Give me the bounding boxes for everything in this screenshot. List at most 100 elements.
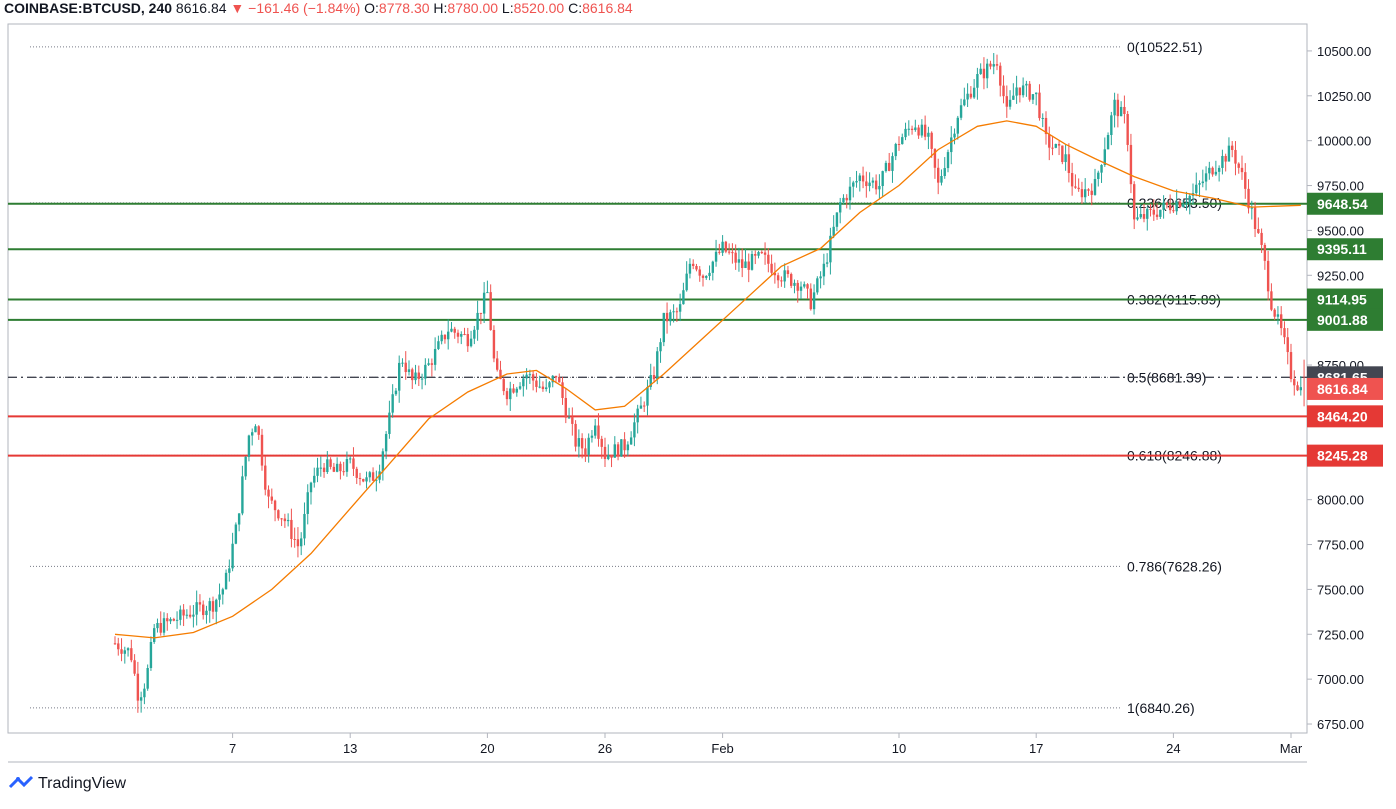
candle-up (414, 372, 417, 381)
candle-down (1293, 379, 1296, 386)
candle-up (156, 622, 159, 629)
candle-up (1084, 189, 1087, 198)
candle-down (541, 386, 545, 390)
candle-down (1051, 147, 1054, 149)
candle-down (1273, 309, 1276, 317)
candle-up (669, 312, 672, 322)
candle-up (179, 609, 182, 620)
candle-up (1139, 214, 1142, 218)
level-price-label: 8245.28 (1317, 448, 1368, 464)
candle-down (1237, 163, 1240, 168)
candle-up (244, 456, 247, 477)
candle-down (273, 500, 277, 511)
candle-down (1038, 92, 1041, 119)
candle-down (558, 377, 561, 383)
candle-up (1097, 172, 1100, 179)
candle-up (737, 259, 741, 263)
candle-down (933, 148, 937, 168)
candle-up (953, 133, 956, 138)
candle-up (685, 273, 688, 291)
candle-down (571, 417, 574, 424)
candle-down (718, 251, 721, 253)
candle-up (750, 254, 754, 270)
open-value: 8778.30 (378, 0, 430, 16)
candle-up (950, 137, 953, 153)
candle-down (554, 375, 558, 378)
candle-up (920, 124, 924, 136)
candle-up (594, 425, 597, 436)
tradingview-logo[interactable]: TradingView (8, 775, 126, 793)
y-tick-label: 9250.00 (1317, 268, 1364, 283)
candle-up (636, 408, 639, 423)
y-tick-label: 10000.00 (1317, 134, 1371, 149)
candle-up (175, 619, 179, 621)
candle-up (714, 251, 718, 262)
candle-up (927, 132, 930, 137)
candle-up (469, 338, 473, 347)
candle-up (218, 594, 221, 600)
candle-up (659, 342, 662, 352)
candle-up (871, 180, 875, 183)
candle-up (590, 435, 594, 438)
candle-up (672, 311, 675, 313)
candle-down (760, 252, 763, 254)
candle-up (460, 334, 463, 337)
candle-down (267, 489, 270, 497)
candle-down (1270, 291, 1273, 310)
candle-up (1276, 314, 1280, 317)
candle-down (989, 63, 992, 67)
candle-up (391, 394, 394, 413)
candle-up (528, 374, 532, 376)
candle-down (1260, 232, 1263, 245)
candle-up (757, 252, 760, 256)
candle-down (512, 388, 515, 393)
candle-down (342, 471, 345, 473)
candle-up (721, 241, 724, 253)
candle-up (303, 513, 306, 539)
candle-down (1116, 99, 1120, 117)
candle-down (166, 618, 169, 622)
candle-down (1247, 188, 1250, 209)
open-label: O: (364, 0, 379, 16)
low-label: L: (501, 0, 514, 16)
candle-down (411, 369, 414, 381)
candle-up (169, 618, 172, 622)
candle-down (724, 241, 728, 252)
candle-up (848, 186, 852, 201)
candle-down (1005, 96, 1008, 107)
y-tick-label: 7500.00 (1317, 582, 1364, 597)
y-tick-label: 10500.00 (1317, 44, 1371, 59)
candle-down (133, 660, 136, 674)
candle-down (531, 374, 535, 381)
y-tick-label: 8000.00 (1317, 493, 1364, 508)
candle-up (381, 451, 385, 472)
y-tick-label: 7000.00 (1317, 672, 1364, 687)
candle-down (574, 423, 577, 447)
x-tick-label: 20 (480, 741, 494, 756)
candle-up (907, 128, 910, 130)
candle-up (1041, 117, 1044, 119)
fib-level-label: 0.786(7628.26) (1127, 558, 1222, 574)
candle-down (358, 477, 362, 480)
candle-down (1133, 184, 1136, 220)
candle-up (407, 369, 411, 373)
x-tick-label: 7 (229, 741, 236, 756)
candle-up (247, 435, 251, 457)
candle-down (1172, 210, 1175, 212)
candle-up (992, 64, 995, 67)
candle-down (355, 468, 358, 478)
close-value: 8616.84 (582, 0, 633, 16)
candle-up (515, 388, 518, 393)
level-price-tag (1307, 405, 1383, 428)
candle-up (420, 378, 424, 380)
candle-up (509, 388, 512, 400)
candle-up (1214, 171, 1218, 175)
candle-up (986, 63, 989, 79)
candle-down (923, 124, 927, 137)
candle-down (1129, 144, 1133, 185)
candle-up (1106, 134, 1110, 150)
candle-down (796, 282, 799, 291)
candle-up (538, 386, 541, 388)
candle-up (1175, 201, 1178, 212)
